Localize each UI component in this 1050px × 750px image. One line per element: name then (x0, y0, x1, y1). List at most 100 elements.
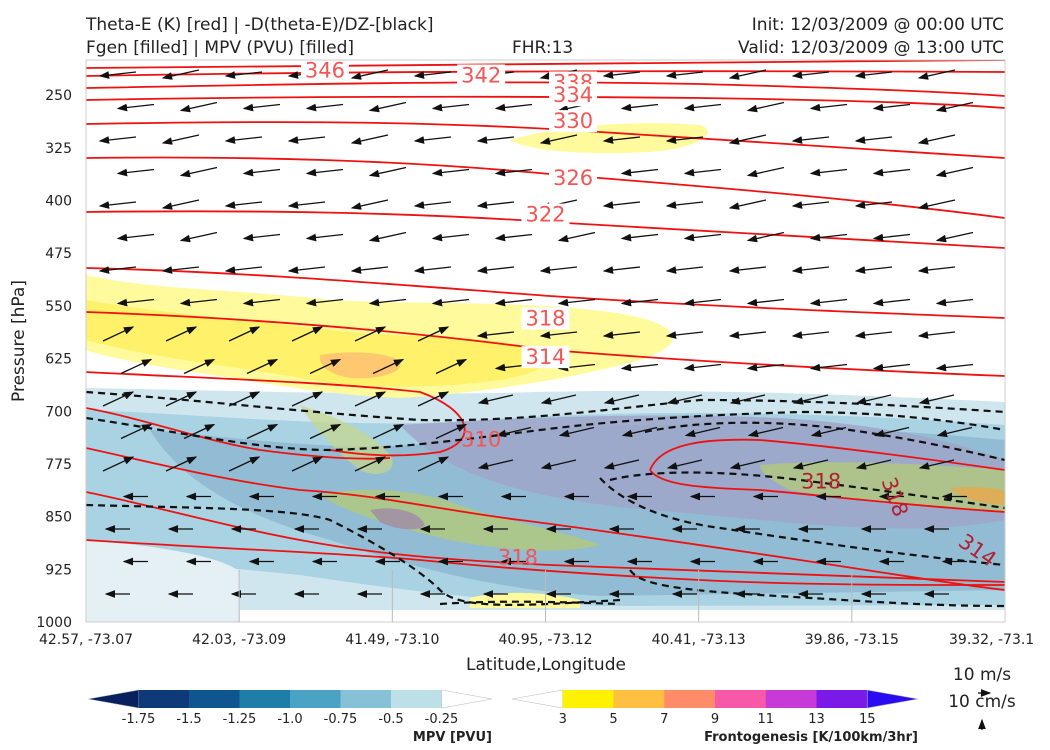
mpv-colorbar-title: MPV [PVU] (413, 730, 492, 745)
wind-vector (729, 459, 766, 470)
contour-label-bg (549, 110, 598, 133)
wind-vector (918, 394, 955, 405)
colorbar-segment (391, 690, 442, 708)
x-tick-label: 39.32, -73.1 (949, 632, 1034, 648)
wind-vector (494, 168, 533, 177)
contour-label-bg (300, 60, 349, 82)
wind-vector (746, 101, 785, 113)
wind-vector (620, 298, 659, 307)
colorbar-tick-label: 7 (660, 712, 668, 727)
wind-vector (746, 363, 785, 372)
colorbar-segment (138, 690, 190, 708)
wind-vector (102, 391, 135, 407)
wind-vector (431, 233, 470, 242)
wind-vector (854, 136, 893, 144)
colorbar-segment (664, 690, 716, 708)
contour-label-bg (521, 346, 570, 369)
wind-vector (602, 71, 641, 79)
y-tick-label: 475 (45, 246, 72, 262)
wind-vector (350, 199, 389, 210)
colorbar-tick-label: -1.5 (176, 712, 201, 727)
wind-vector (728, 266, 767, 274)
wind-vector (665, 266, 704, 274)
contour-label-bg (549, 84, 598, 107)
wind-vector (729, 394, 766, 405)
contour-label-bg (521, 203, 570, 226)
wind-vector (746, 166, 785, 178)
wind-vector (792, 459, 829, 470)
wind-vector (435, 423, 468, 440)
theta-e-contour-label: 318 (801, 470, 841, 494)
colorbar-tick-label: -1.25 (223, 712, 257, 727)
wind-vector (242, 298, 281, 307)
contour-label-bg (521, 307, 570, 330)
wind-vector (683, 363, 722, 372)
wind-vector (368, 166, 407, 178)
y-tick-label: 1000 (36, 615, 72, 631)
wind-vector (476, 136, 515, 144)
wind-vector (539, 331, 578, 339)
wind-vector (855, 459, 892, 470)
wind-vector (602, 136, 641, 144)
wind-vector (98, 136, 137, 144)
wind-vector (494, 103, 533, 112)
fgen-fill-orange-right (950, 487, 1005, 505)
wind-vector (116, 103, 155, 112)
wind-vector (413, 266, 452, 274)
wind-vector (477, 394, 514, 405)
wind-vector (161, 69, 200, 80)
wind-vector (603, 394, 640, 405)
wind-vector (809, 363, 848, 372)
wind-vector (120, 358, 153, 375)
wind-vector (791, 201, 830, 209)
wind-vector (242, 103, 281, 112)
colorbar-tick-label: -1.0 (277, 712, 302, 727)
colorbar-end (87, 689, 139, 709)
wind-vector (413, 71, 452, 79)
wind-vector (242, 168, 281, 177)
wind-vector (935, 298, 974, 307)
wind-vector (305, 233, 344, 242)
colorbar-tick-label: 5 (609, 712, 617, 727)
wind-vector (792, 394, 829, 405)
wind-vector (854, 331, 893, 339)
wind-vector (305, 168, 344, 177)
wind-vector (539, 134, 578, 145)
wind-vector (165, 456, 198, 472)
x-tick-label: 39.86, -73.15 (805, 632, 899, 648)
wind-vector (228, 391, 261, 407)
x-axis-label: Latitude,Longitude (466, 655, 626, 675)
colorbar-segment (290, 690, 341, 708)
wind-vector (98, 266, 137, 274)
wind-vector (935, 231, 974, 243)
colorbar-segment (239, 690, 291, 708)
wind-vector (413, 136, 452, 144)
wind-vector (620, 103, 659, 112)
wind-vector (477, 459, 514, 470)
fgen-fill-orange (319, 352, 401, 379)
wind-vector (683, 233, 722, 242)
wind-vector (621, 426, 658, 438)
x-tick-label: 40.41, -73.13 (652, 632, 746, 648)
theta-e-contour-label: 314 (525, 345, 565, 369)
wind-vector (476, 201, 515, 209)
theta-e-contour-label: 318 (498, 545, 538, 569)
wind-vector (350, 69, 389, 80)
x-tick-label: 42.57, -73.07 (39, 632, 133, 648)
wind-vector (309, 358, 342, 375)
wind-vectors (98, 69, 974, 598)
y-tick-label: 400 (45, 194, 72, 210)
wind-vector (102, 456, 135, 472)
wind-vector (620, 168, 659, 177)
wind-vector (728, 134, 767, 145)
colorbar-tick-label: -0.75 (324, 712, 358, 727)
wind-vector (179, 101, 218, 113)
wind-vector (431, 168, 470, 177)
wind-vector (665, 331, 704, 339)
wind-vector (935, 166, 974, 178)
colorbar-tick-label: 13 (808, 712, 825, 727)
wind-vector (791, 136, 830, 144)
wind-vector (935, 363, 974, 372)
wind-vector (291, 391, 324, 407)
